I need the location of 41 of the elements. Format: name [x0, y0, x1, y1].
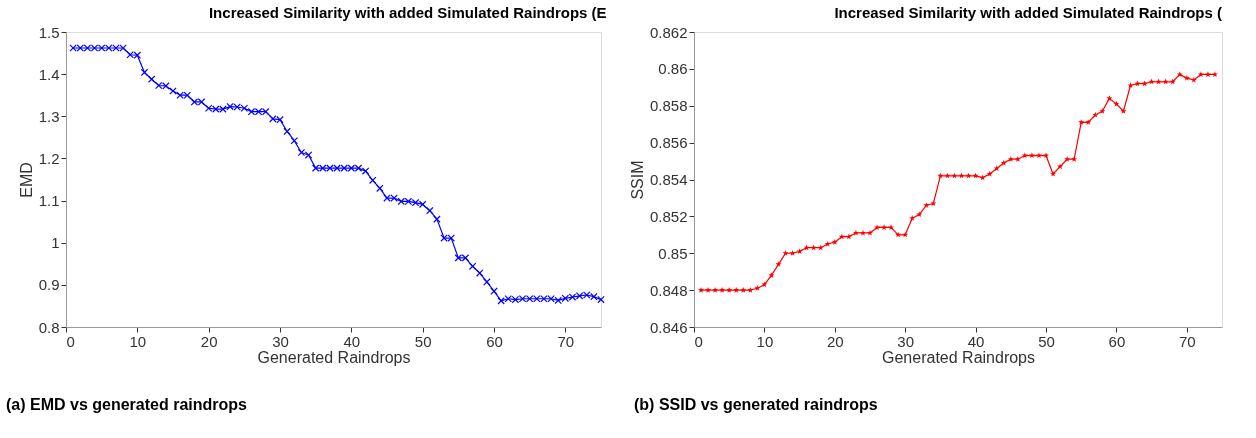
chart-title: Increased Similarity with added Simulated Raindrops (	[834, 4, 1222, 21]
x-tick-label: 50	[414, 332, 432, 350]
y-tick-label: 1.1	[38, 192, 60, 210]
x-tick-label: 50	[1038, 332, 1055, 350]
x-tick-label: 10	[756, 332, 774, 350]
y-tick-label: 1.3	[38, 107, 60, 125]
y-tick-label: 1.2	[38, 149, 60, 167]
y-tick-label: 0.854	[649, 171, 688, 188]
text: (b) SSID vs generated raindrops	[634, 396, 878, 413]
x-tick-label: 30	[897, 332, 915, 350]
y-axis-title: SSIM	[628, 160, 646, 200]
x-tick-label: 40	[967, 332, 985, 350]
x-axis-title: Generated Raindrops	[882, 348, 1035, 366]
x-tick-label: 30	[272, 332, 289, 350]
y-tick-label: 0.86	[658, 60, 688, 78]
y-tick-label: 0.862	[649, 23, 688, 41]
x-tick-label: 10	[129, 332, 147, 350]
x-tick-label: 70	[1178, 332, 1196, 350]
y-tick-label: 0.852	[649, 207, 688, 225]
y-tick-label: 0.85	[658, 244, 688, 262]
x-tick-label: 20	[826, 332, 844, 350]
y-tick-label: 1.5	[38, 23, 60, 41]
x-tick-label: 40	[343, 332, 361, 350]
x-tick-label: 70	[557, 332, 575, 350]
chart-title: Increased Similarity with added Simulated Raindrops (E	[208, 4, 607, 21]
x-axis-title: Generated Raindrops	[257, 348, 411, 366]
y-tick-label: 0.848	[649, 281, 688, 299]
y-tick-label: 0.856	[649, 134, 688, 152]
y-tick-label: 0.8	[38, 318, 60, 336]
x-tick-label: 60	[486, 332, 503, 350]
text: (a) EMD vs generated raindrops	[6, 396, 248, 413]
x-tick-label: 60	[1108, 332, 1126, 350]
y-tick-label: 0.858	[649, 97, 688, 115]
x-tick-label: 0	[694, 332, 703, 350]
y-tick-label: 1.4	[38, 65, 60, 83]
y-tick-label: 0.846	[649, 318, 688, 336]
x-tick-label: 20	[200, 332, 218, 350]
y-tick-label: 1	[51, 234, 60, 252]
y-axis-title: EMD	[17, 162, 35, 198]
x-tick-label: 0	[66, 332, 75, 350]
y-tick-label: 0.9	[38, 276, 60, 294]
